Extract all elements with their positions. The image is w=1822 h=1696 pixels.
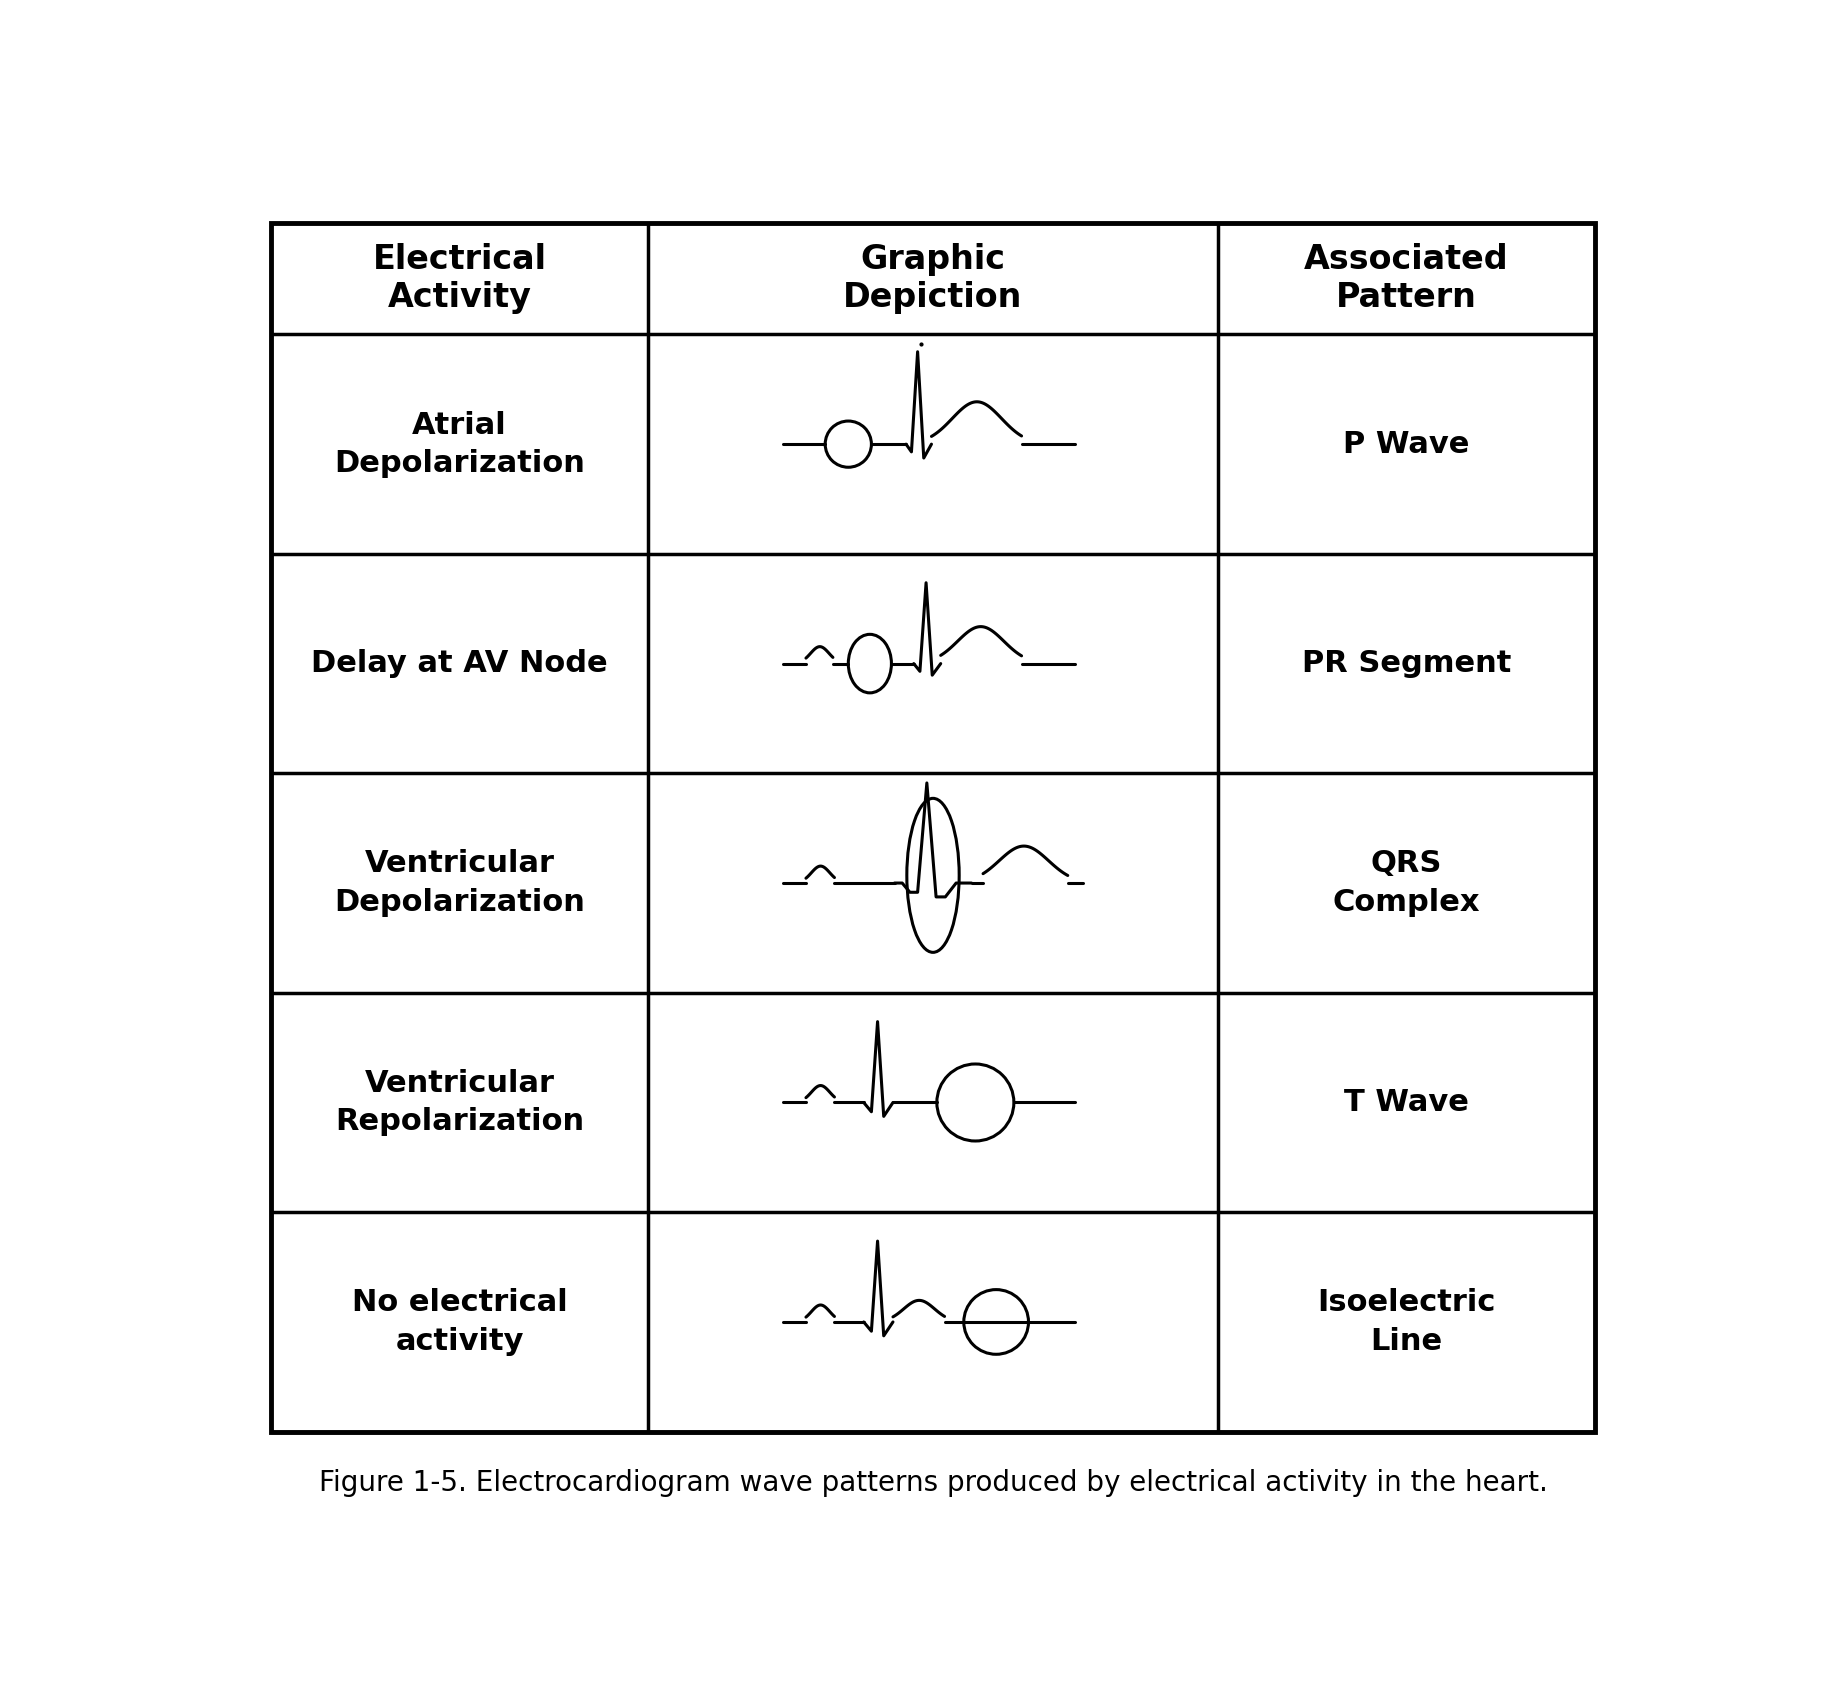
Text: Electrical
Activity: Electrical Activity [372,243,547,314]
Text: T Wave: T Wave [1345,1089,1469,1118]
Text: Delay at AV Node: Delay at AV Node [312,650,609,678]
Text: No electrical
activity: No electrical activity [352,1289,567,1355]
Text: P Wave: P Wave [1343,429,1470,458]
Text: Figure 1-5. Electrocardiogram wave patterns produced by electrical activity in t: Figure 1-5. Electrocardiogram wave patte… [319,1469,1547,1496]
Text: Ventricular
Depolarization: Ventricular Depolarization [333,850,585,916]
Text: PR Segment: PR Segment [1301,650,1510,678]
Text: Ventricular
Repolarization: Ventricular Repolarization [335,1068,585,1136]
Text: QRS
Complex: QRS Complex [1332,850,1479,916]
Text: Atrial
Depolarization: Atrial Depolarization [333,410,585,478]
Text: Graphic
Depiction: Graphic Depiction [844,243,1022,314]
Text: Associated
Pattern: Associated Pattern [1305,243,1509,314]
Text: Isoelectric
Line: Isoelectric Line [1317,1289,1496,1355]
